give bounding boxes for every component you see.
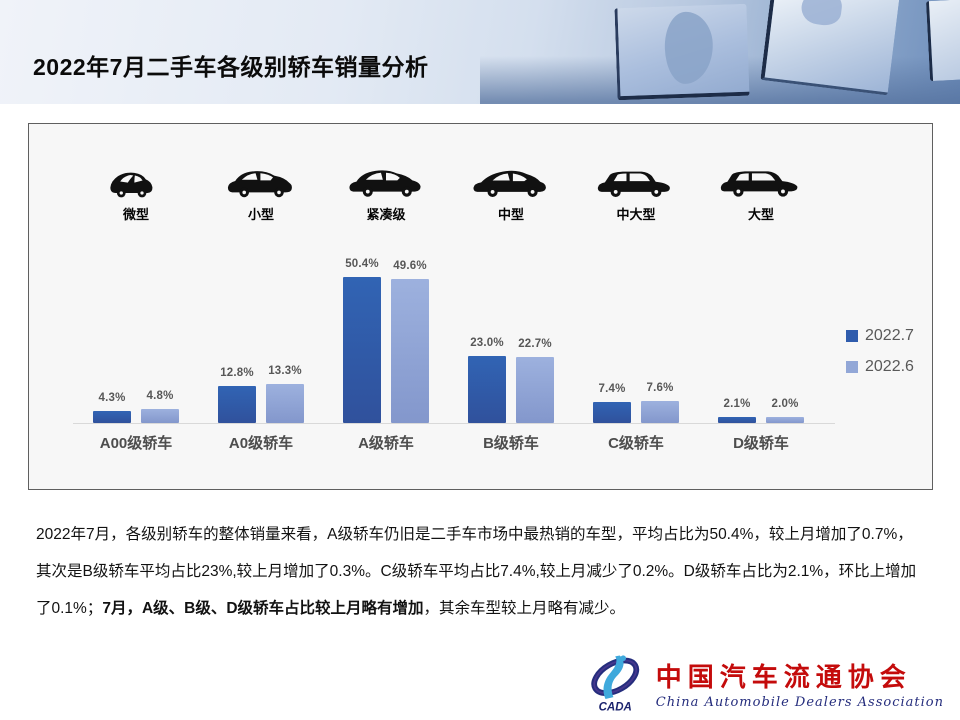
bar-value-label: 23.0% <box>470 337 504 349</box>
bar-value-label: 2.1% <box>723 398 751 410</box>
bar-2022-6-A级轿车 <box>391 279 429 423</box>
organization-name: 中国汽车流通协会 China Automobile Dealers Associ… <box>656 657 944 710</box>
bar-value-label: 7.6% <box>646 382 674 394</box>
analysis-text: 2022年7月，各级别轿车的整体销量来看，A级轿车仍旧是二手车市场中最热销的车型… <box>36 526 917 617</box>
car-class-icon-wrap <box>701 146 821 198</box>
car-class-label: 紧凑级 <box>366 207 406 222</box>
analysis-text: ，其余车型较上月略有减少。 <box>423 600 626 617</box>
micro-car-icon <box>110 172 153 197</box>
car-class-label: 中型 <box>497 207 524 222</box>
category-label: D级轿车 <box>733 435 789 452</box>
category-label: B级轿车 <box>483 435 539 452</box>
bar-2022-7-A0级轿车 <box>218 386 256 423</box>
car-class-label: 大型 <box>747 207 774 222</box>
legend-swatch-icon <box>846 361 858 373</box>
bar-2022-6-A00级轿车 <box>141 409 179 423</box>
globe-cube-decoration <box>925 0 960 82</box>
analysis-text-bold: 7月，A级、B级、D级轿车占比较上月略有增加 <box>102 600 424 617</box>
mid-large-car-icon <box>597 171 670 197</box>
page-title: 2022年7月二手车各级别轿车销量分析 <box>33 54 429 80</box>
bar-value-label: 49.6% <box>393 260 427 272</box>
bar-2022-6-B级轿车 <box>516 357 554 423</box>
legend-label: 2022.7 <box>865 327 914 344</box>
category-label: C级轿车 <box>608 435 664 452</box>
globe-cube-decoration <box>760 0 900 96</box>
bar-value-label: 50.4% <box>345 258 379 270</box>
globe-cube-decoration <box>614 3 750 101</box>
cada-logo-icon: CADA <box>591 655 639 713</box>
car-class-icon-wrap <box>201 146 321 198</box>
footer-logo: CADA 中国汽车流通协会 China Automobile Dealers A… <box>586 650 944 716</box>
chart-card: 2022.7 2022.6 微型 4.3% 4.8% A00级轿车 小型 12.8% 13.… <box>28 123 933 490</box>
analysis-paragraph: 2022年7月，各级别轿车的整体销量来看，A级轿车仍旧是二手车市场中最热销的车型… <box>36 516 926 627</box>
car-class-icon-wrap <box>326 146 446 198</box>
bar-2022-7-B级轿车 <box>468 356 506 423</box>
legend-item-2022-7: 2022.7 <box>846 327 914 345</box>
org-name-english: China Automobile Dealers Association <box>655 694 944 710</box>
legend-item-2022-6: 2022.6 <box>846 358 914 376</box>
bar-value-label: 13.3% <box>268 365 302 377</box>
bar-value-label: 12.8% <box>220 367 254 379</box>
bar-2022-7-D级轿车 <box>718 417 756 423</box>
midsize-car-icon <box>473 170 546 197</box>
bar-2022-6-A0级轿车 <box>266 384 304 423</box>
bar-value-label: 4.3% <box>98 392 126 404</box>
compact-car-icon <box>349 170 421 197</box>
category-label: A00级轿车 <box>99 435 173 452</box>
car-class-icon-wrap <box>576 146 696 198</box>
bar-value-label: 22.7% <box>518 338 552 350</box>
car-class-label: 中大型 <box>616 207 656 222</box>
org-name-chinese: 中国汽车流通协会 <box>655 662 912 693</box>
bar-2022-7-C级轿车 <box>593 402 631 423</box>
x-axis-line <box>73 423 835 424</box>
svg-text:CADA: CADA <box>598 701 631 713</box>
car-class-label: 微型 <box>122 207 149 222</box>
car-class-label: 小型 <box>247 207 274 222</box>
header: 2022年7月二手车各级别轿车销量分析 <box>0 0 960 104</box>
legend-label: 2022.6 <box>865 358 914 375</box>
bar-2022-6-D级轿车 <box>766 417 804 423</box>
car-class-icon-wrap <box>76 146 196 198</box>
bar-2022-7-A级轿车 <box>343 277 381 423</box>
small-car-icon <box>227 170 292 197</box>
legend-swatch-icon <box>846 330 858 342</box>
bar-value-label: 2.0% <box>771 398 799 410</box>
bar-2022-7-A00级轿车 <box>93 411 131 423</box>
bar-value-label: 7.4% <box>598 383 626 395</box>
bar-2022-6-C级轿车 <box>641 401 679 423</box>
car-class-icon-wrap <box>451 146 571 198</box>
bar-value-label: 4.8% <box>146 390 174 402</box>
category-label: A0级轿车 <box>228 435 294 452</box>
legend: 2022.7 2022.6 <box>846 327 914 389</box>
category-label: A级轿车 <box>358 435 414 452</box>
large-car-icon <box>720 171 798 197</box>
